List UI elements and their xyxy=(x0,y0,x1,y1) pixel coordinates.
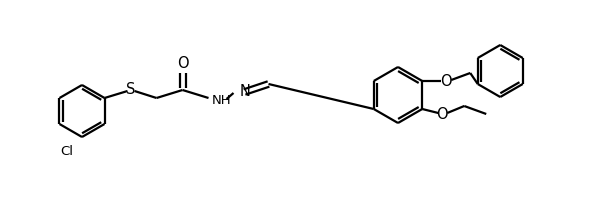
Text: S: S xyxy=(126,82,135,98)
Text: NH: NH xyxy=(212,94,231,106)
Text: O: O xyxy=(436,106,448,121)
Text: Cl: Cl xyxy=(60,145,73,158)
Text: O: O xyxy=(441,73,452,88)
Text: O: O xyxy=(177,56,188,71)
Text: N: N xyxy=(240,83,251,98)
